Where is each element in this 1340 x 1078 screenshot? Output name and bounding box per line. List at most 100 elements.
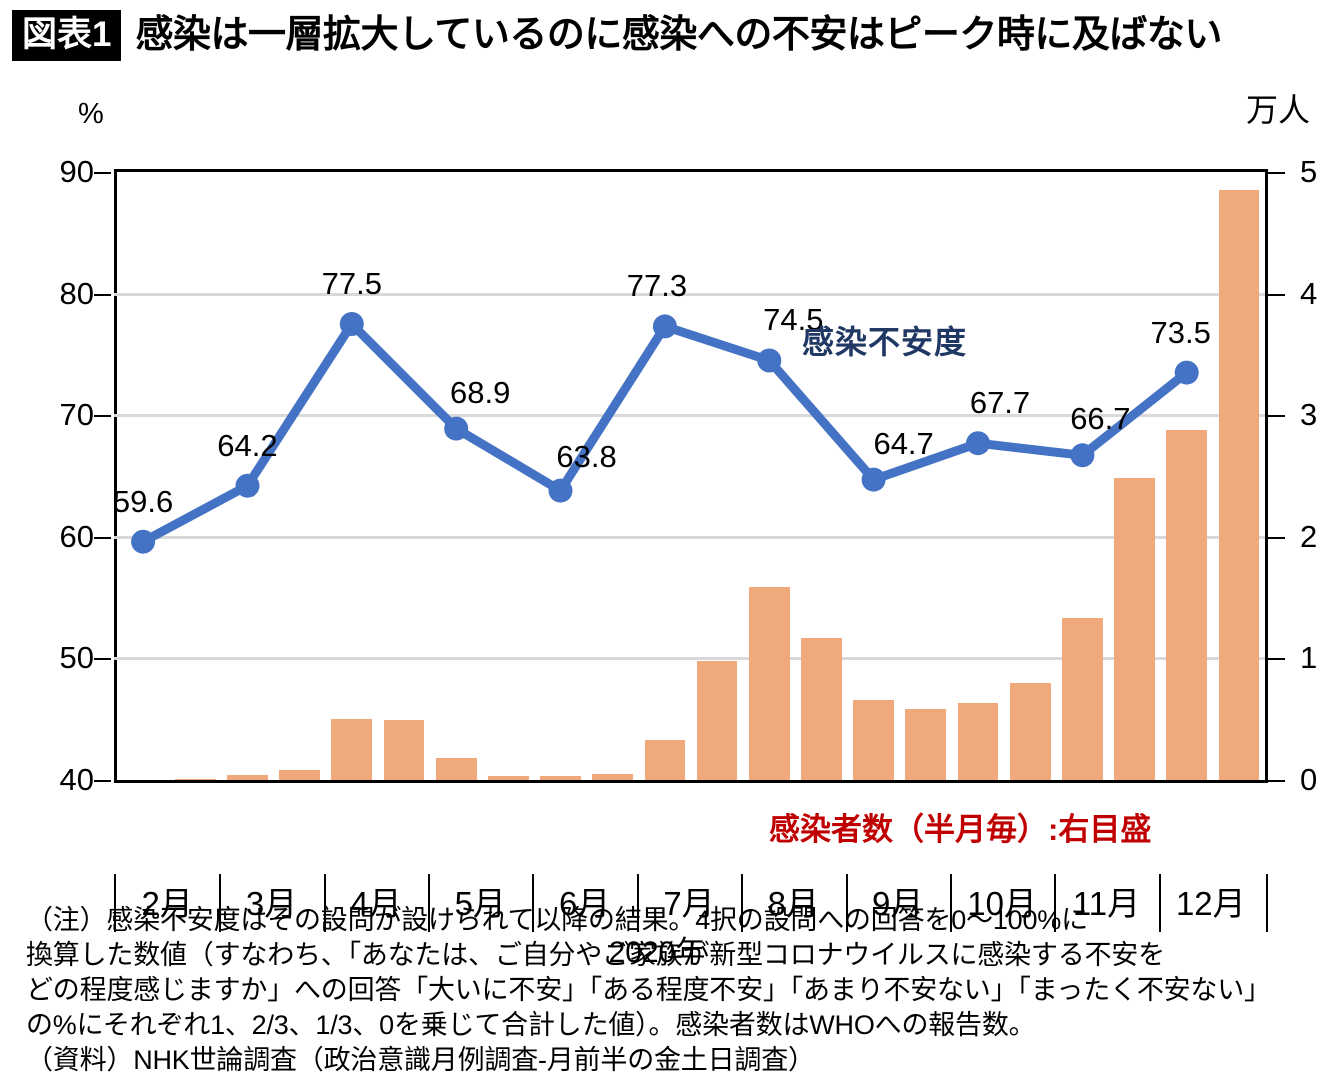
bar (279, 770, 320, 780)
x-axis-separator (532, 874, 535, 932)
page-title: 感染は一層拡大しているのに感染への不安はピーク時に及ばない (135, 14, 1222, 56)
line-data-point (966, 431, 990, 456)
plot-area: 40 50 60 70 80 90 0 1 2 3 4 5 59.6 64.2 77.5 68.9 63.8… (60, 156, 1318, 847)
x-axis-month-cell: 7月 (663, 884, 715, 922)
gridline (114, 292, 1265, 296)
right-axis-tick-label: 1 (1300, 640, 1318, 676)
footnote-line: （注）感染不安度はその設問が設けられて以降の結果。4択の設問への回答を0〜100… (26, 905, 1088, 935)
x-axis-month-cell: 2月 (141, 884, 193, 922)
x-axis-month-cell: 11月 (1072, 884, 1141, 922)
plot-frame-top (114, 169, 1268, 172)
right-axis-tick (1268, 658, 1285, 661)
x-axis-separator (323, 874, 326, 932)
gridline (114, 414, 1265, 418)
right-axis-tick-label: 2 (1300, 518, 1318, 554)
footnotes: （注）感染不安度はその設問が設けられて以降の結果。4択の設問への回答を0〜100… (26, 903, 1326, 1078)
x-axis-separator (845, 874, 848, 932)
bar (696, 660, 738, 780)
x-axis-month-cell: 12月 (1175, 884, 1246, 922)
data-label: 77.3 (626, 268, 688, 304)
footnote-line: どの程度感じますか」への回答「大いに不安」「ある程度不安」「あまり不安ない」「ま… (26, 975, 1271, 1005)
line-data-point (339, 312, 364, 336)
line-data-point (861, 467, 886, 492)
left-axis-tick-label: 70 (59, 397, 94, 433)
line-data-point (757, 348, 782, 373)
x-axis-separator (428, 874, 431, 932)
legend-label-anxiety: 感染不安度 (802, 324, 968, 360)
line-path (138, 319, 1192, 547)
bar (227, 775, 268, 780)
left-axis-tick (94, 658, 111, 661)
x-axis-separator (741, 874, 744, 932)
left-axis-tick (94, 536, 111, 539)
x-axis-month-cell: 3月 (245, 884, 298, 922)
right-axis-tick-label: 0 (1300, 762, 1318, 797)
x-axis-separator (219, 874, 222, 932)
data-label: 59.6 (112, 483, 174, 519)
bar (331, 719, 373, 780)
data-label: 68.9 (450, 374, 511, 410)
bar (801, 637, 842, 780)
bar (1062, 618, 1103, 780)
x-axis-separator (1054, 874, 1057, 932)
line-data-point (444, 416, 469, 441)
data-label: 64.2 (217, 427, 278, 463)
bar (592, 773, 634, 780)
gridline (114, 657, 1265, 661)
x-axis-month-cell: 10月 (967, 884, 1037, 922)
right-axis-tick-label: 5 (1300, 154, 1318, 189)
plot-axis-right (1265, 169, 1268, 783)
right-axis-unit-label: 万人 (1246, 92, 1311, 128)
plot-axis-bottom (114, 780, 1268, 783)
left-axis-tick (94, 172, 111, 174)
x-axis-year-label: 2020年 (608, 936, 706, 969)
gridline (114, 535, 1265, 539)
line-data-point (1070, 443, 1095, 468)
right-axis-tick-label: 3 (1300, 397, 1318, 433)
line-data-point (652, 314, 677, 339)
left-axis-tick (94, 780, 111, 782)
figure-title-bar: 図表1 感染は一層拡大しているのに感染への不安はピーク時に及ばない (0, 4, 1340, 66)
right-axis-tick (1268, 293, 1285, 296)
plot-axis-left (114, 169, 117, 783)
left-axis-tick-label: 60 (59, 518, 94, 554)
line-data-point (131, 529, 156, 554)
bar (174, 778, 216, 780)
x-axis-month-labels: 2月 3月 4月 5月 6月 7月 8月 9月 10月 11月 12月 (114, 874, 1268, 932)
line-data-point (235, 473, 260, 498)
footnote-line: （資料）NHK世論調査（政治意識月例調査-月前半の金土日調査） (26, 1045, 815, 1075)
x-axis-month-cell: 4月 (350, 884, 402, 922)
month-axis-edge-right (1266, 874, 1268, 932)
legend-label-infections: 感染者数（半月毎）:右目盛 (769, 812, 1152, 847)
x-axis-separator (1158, 874, 1161, 932)
right-axis-tick (1268, 780, 1285, 782)
left-axis-unit-label: % (78, 98, 104, 130)
line-data-point (548, 478, 573, 503)
bar (1009, 682, 1051, 780)
data-label: 67.7 (969, 385, 1031, 421)
x-axis-month-cell: 6月 (558, 884, 611, 922)
bar (1218, 190, 1260, 780)
figure-number-badge: 図表1 (12, 9, 122, 61)
x-axis-month-cell: 8月 (767, 884, 820, 922)
bar (748, 586, 790, 780)
left-axis-tick (94, 415, 111, 418)
bar (488, 776, 529, 780)
left-axis-tick-label: 40 (59, 762, 94, 797)
right-axis-tick (1268, 536, 1285, 539)
bar (435, 758, 477, 780)
bar (853, 699, 894, 780)
bar (905, 709, 947, 780)
x-axis-separator (949, 874, 952, 932)
footnote-line: の%にそれぞれ1、2/3、1/3、0を乗じて合計した値）。感染者数はWHOへの報… (26, 1010, 1036, 1040)
data-label: 66.7 (1070, 401, 1131, 437)
bar (957, 703, 999, 780)
left-axis-tick-label: 80 (59, 275, 94, 311)
chart-container: % 万人 40 50 60 70 80 90 0 1 2 3 4 5 59.6 64.2 77.5 68.… (0, 78, 1340, 968)
line-series-anxiety (131, 312, 1199, 554)
bar (383, 720, 425, 780)
data-label: 74.5 (763, 302, 824, 338)
data-label: 73.5 (1150, 314, 1211, 350)
bar (540, 776, 581, 780)
left-axis-tick-label: 90 (59, 154, 94, 189)
